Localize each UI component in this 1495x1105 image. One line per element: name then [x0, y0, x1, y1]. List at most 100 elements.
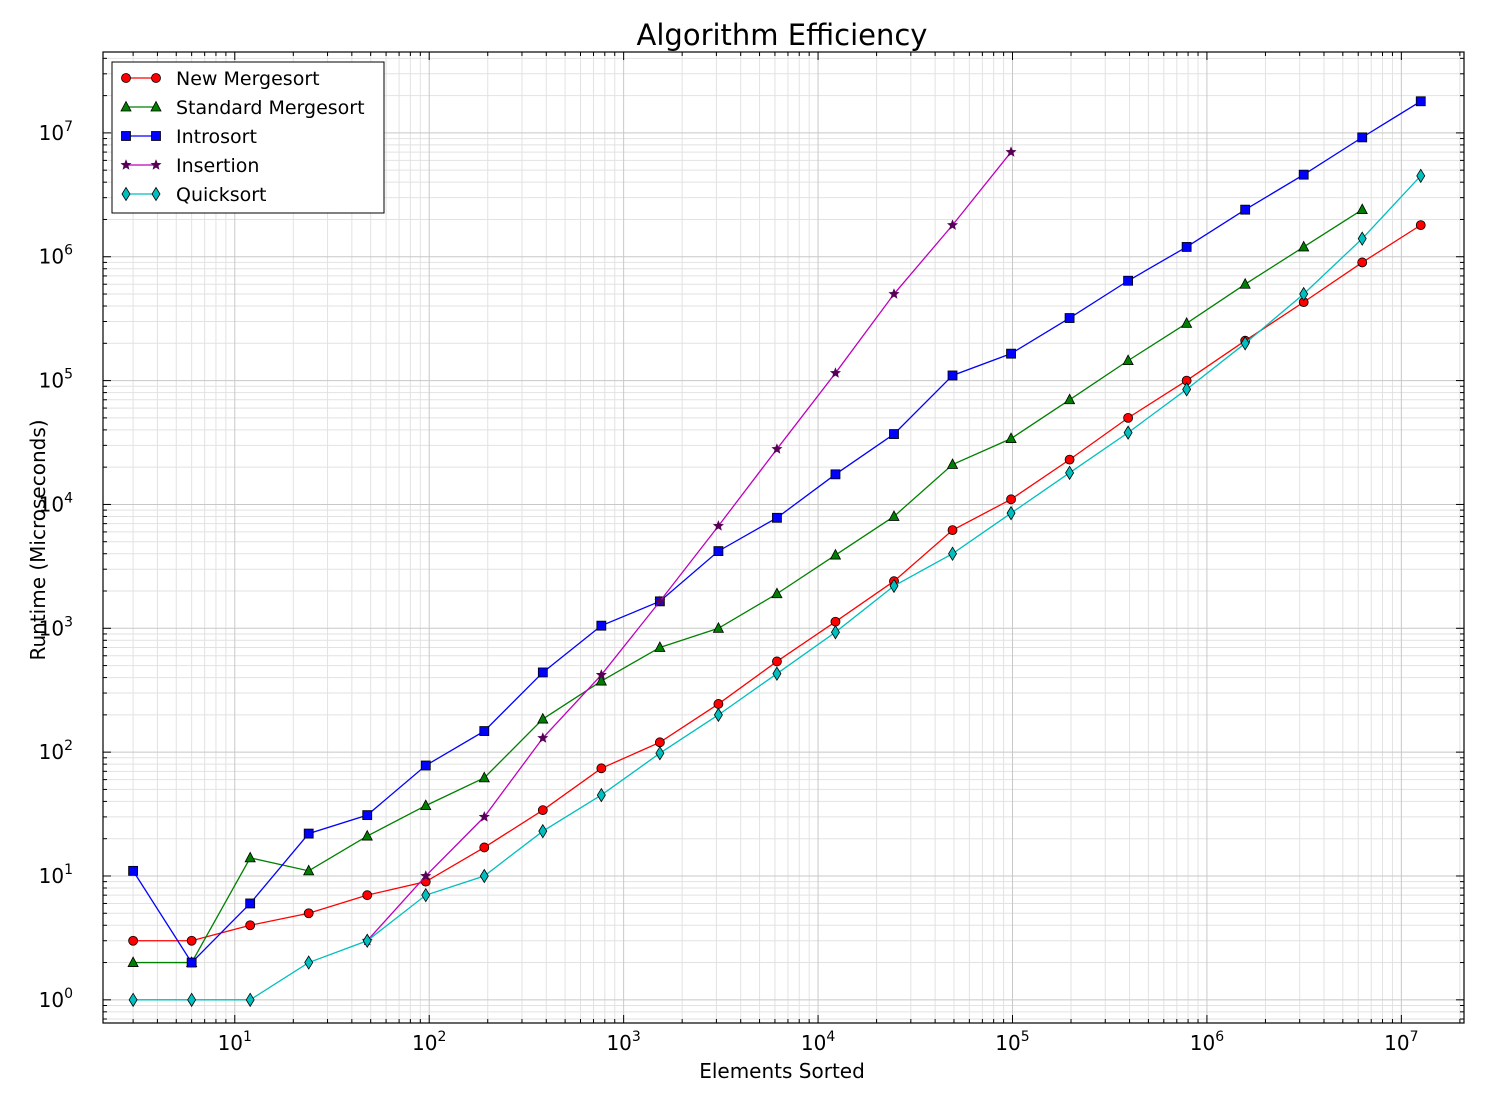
data-point — [245, 992, 255, 1008]
data-point — [361, 829, 373, 841]
data-point — [1005, 146, 1017, 157]
data-point — [151, 186, 161, 202]
y-axis-label: Runtime (Microseconds) — [26, 419, 50, 660]
data-point — [1298, 169, 1309, 180]
data-point — [244, 851, 256, 863]
data-point — [1064, 313, 1075, 323]
y-tick-label: 107 — [39, 119, 73, 145]
data-point — [595, 674, 608, 686]
data-point — [713, 707, 723, 723]
data-point — [946, 458, 959, 469]
data-point — [420, 799, 432, 811]
y-tick-base: 10 — [39, 864, 64, 888]
legend-label: Introsort — [176, 126, 257, 148]
data-point — [1415, 96, 1426, 107]
plot-frame — [102, 51, 1465, 1024]
data-point — [121, 73, 131, 83]
x-tick-base: 10 — [606, 1031, 631, 1055]
y-tick-label: 100 — [39, 986, 73, 1012]
data-point — [537, 805, 548, 816]
data-point — [947, 370, 958, 381]
data-point — [713, 699, 724, 709]
data-point — [1357, 231, 1367, 246]
data-point — [713, 546, 724, 557]
y-tick-exponent: 5 — [64, 367, 73, 383]
data-point — [1005, 432, 1017, 444]
data-point — [362, 810, 373, 821]
data-point — [596, 787, 606, 803]
data-point — [889, 429, 899, 439]
data-point — [1064, 454, 1075, 465]
data-point — [245, 898, 256, 909]
data-point — [1180, 316, 1193, 328]
data-point — [128, 992, 138, 1008]
legend-item: Quicksort — [121, 184, 267, 206]
data-point — [1065, 465, 1075, 481]
axis-ticks — [103, 52, 1464, 1023]
data-point — [479, 868, 489, 884]
y-tick-label: 106 — [39, 243, 73, 269]
y-tick-base: 10 — [39, 369, 64, 393]
data-point — [304, 955, 314, 970]
data-point — [654, 641, 666, 652]
data-point — [1356, 203, 1368, 215]
y-tick-exponent: 3 — [64, 614, 73, 630]
data-point — [1123, 275, 1134, 286]
y-tick-label: 103 — [39, 614, 73, 640]
data-point — [1357, 257, 1368, 268]
data-point — [1063, 393, 1076, 405]
data-point — [420, 760, 431, 771]
data-point — [186, 957, 197, 968]
data-point — [420, 870, 432, 881]
data-point — [120, 100, 132, 112]
data-point — [303, 864, 315, 876]
data-point — [1357, 132, 1368, 143]
x-tick-exponent: 2 — [437, 1029, 446, 1045]
series-layer — [127, 96, 1426, 1008]
series-insertion — [361, 146, 1017, 946]
x-axis-label: Elements Sorted — [699, 1059, 865, 1083]
x-tick-base: 10 — [1190, 1031, 1215, 1055]
x-tick-labels: 101 102 103 104 105 106 107 — [218, 1029, 1419, 1055]
y-tick-base: 10 — [39, 740, 64, 764]
data-point — [1006, 505, 1016, 521]
legend-item: Insertion — [120, 155, 259, 177]
data-point — [654, 737, 665, 748]
data-point — [121, 186, 131, 202]
data-point — [128, 935, 139, 946]
y-tick-label: 101 — [39, 862, 73, 888]
data-point — [596, 763, 607, 774]
series-standard-mergesort — [127, 203, 1368, 967]
data-point — [1240, 336, 1250, 351]
y-tick-exponent: 1 — [64, 862, 73, 878]
data-point — [537, 732, 549, 743]
series-quicksort — [128, 168, 1426, 1008]
chart-title: Algorithm Efficiency — [637, 18, 928, 52]
x-tick-base: 10 — [995, 1031, 1020, 1055]
data-point — [829, 548, 842, 560]
data-point — [772, 512, 782, 523]
data-point — [538, 823, 548, 839]
data-point — [596, 620, 607, 631]
data-point — [537, 712, 549, 724]
y-tick-exponent: 6 — [64, 243, 73, 259]
legend-label: New Mergesort — [176, 68, 320, 90]
data-point — [128, 865, 139, 876]
x-tick-exponent: 6 — [1215, 1029, 1224, 1045]
data-point — [120, 159, 132, 170]
data-point — [1298, 240, 1310, 252]
y-tick-exponent: 0 — [64, 986, 73, 1002]
x-tick-base: 10 — [218, 1031, 243, 1055]
data-point — [771, 443, 783, 454]
x-tick-label: 102 — [412, 1029, 446, 1055]
data-point — [712, 621, 725, 633]
x-tick-exponent: 7 — [1410, 1029, 1419, 1045]
data-point — [150, 159, 162, 170]
data-point — [303, 828, 314, 839]
data-point — [889, 578, 899, 594]
data-point — [127, 956, 139, 967]
legend-item: Standard Mergesort — [120, 97, 365, 119]
y-tick-exponent: 7 — [64, 119, 73, 135]
data-point — [830, 624, 840, 640]
data-point — [1122, 354, 1134, 366]
